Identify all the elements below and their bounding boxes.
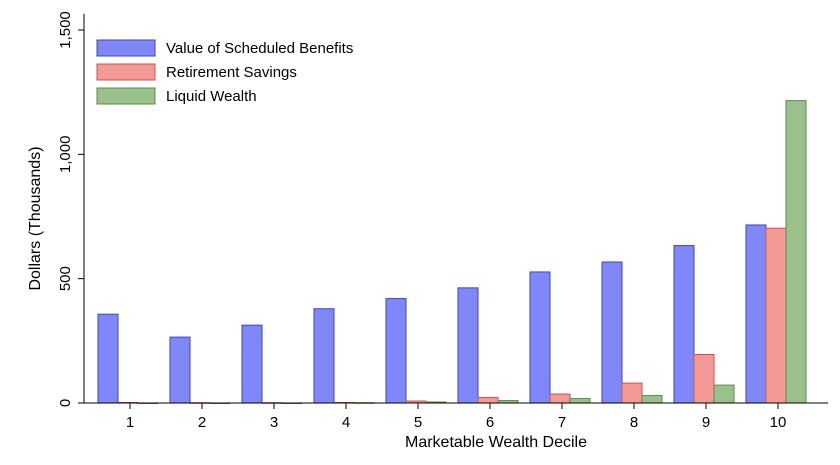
bar-1-10 [765,227,787,404]
x-tick-label: 5 [414,414,422,431]
bar-1-8 [621,382,643,404]
bar-2-10 [785,100,807,404]
y-axis-ticks: 0 500 1,000 1,500 [57,11,84,407]
legend: Value of Scheduled Benefits Retirement Sa… [96,39,353,105]
legend-swatch [96,39,156,57]
x-tick-label: 10 [770,414,787,431]
bar-0-8 [601,261,623,404]
bar-1-6 [477,397,499,404]
bar-0-10 [745,224,767,404]
bar-0-3 [241,324,263,404]
x-tick-label: 2 [198,414,206,431]
bar-1-7 [549,393,571,404]
legend-label: Liquid Wealth [166,88,257,105]
y-tick-label: 1,000 [57,136,74,174]
bar-0-5 [385,298,407,404]
x-tick-label: 3 [270,414,278,431]
y-tick-label: 0 [57,399,74,407]
x-tick-label: 8 [630,414,638,431]
bars-layer [97,100,807,404]
bar-0-1 [97,313,119,404]
bar-2-8 [641,395,663,404]
x-tick-label: 9 [702,414,710,431]
x-tick-label: 7 [558,414,566,431]
legend-swatch [96,63,156,81]
y-tick-label: 1,500 [57,11,74,49]
bar-2-7 [569,398,591,404]
bar-0-6 [457,287,479,404]
bar-0-4 [313,308,335,404]
bar-0-2 [169,336,191,404]
x-axis-ticks: 1 2 3 4 5 6 7 8 9 10 [126,403,787,431]
x-tick-label: 6 [486,414,494,431]
legend-label: Retirement Savings [166,64,297,81]
legend-swatch [96,87,156,105]
x-tick-label: 4 [342,414,350,431]
bar-0-7 [529,271,551,404]
x-axis-title: Marketable Wealth Decile [405,434,587,451]
legend-label: Value of Scheduled Benefits [166,40,353,57]
bar-1-9 [693,354,715,404]
y-axis-title: Dollars (Thousands) [27,146,44,290]
bar-2-9 [713,384,735,404]
x-tick-label: 1 [126,414,134,431]
bar-0-9 [673,245,695,404]
y-tick-label: 500 [57,266,74,291]
